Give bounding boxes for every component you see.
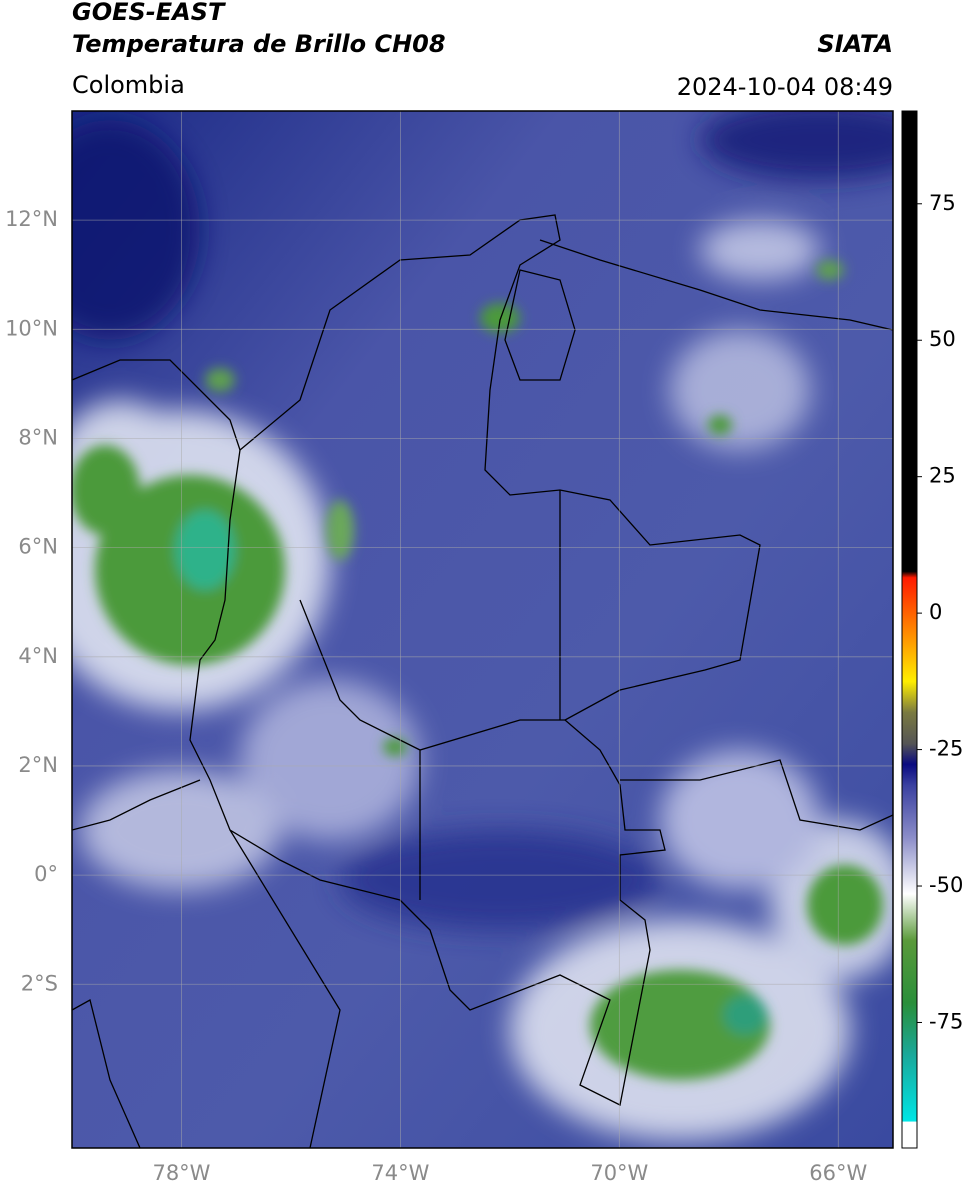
x-tick-label: 66°W [809,1161,867,1185]
y-tick-label: 2°N [18,753,58,777]
region: Colombia [72,71,185,99]
y-tick-label: 2°S [21,971,58,995]
colorbar [901,110,918,1149]
y-tick-label: 4°N [18,644,58,668]
x-tick-label: 74°W [371,1161,429,1185]
y-tick-label: 6°N [18,535,58,559]
x-tick-label: 78°W [152,1161,210,1185]
colorbar-tick-label: -50 [929,873,963,897]
graticule [72,111,893,1148]
map-frame [71,110,894,1149]
y-tick-label: 0° [34,862,58,886]
x-tick-label: 70°W [590,1161,648,1185]
colorbar-tick-label: -25 [929,737,963,761]
colorbar-tick-label: -75 [929,1009,963,1033]
colorbar-tick-label: 75 [929,191,956,215]
subtitle: Temperatura de Brillo CH08 [72,30,446,58]
y-tick-label: 8°N [18,425,58,449]
colorbar-tick-label: 50 [929,327,956,351]
title: GOES-EAST [72,0,226,26]
source: SIATA [817,30,893,58]
datetime: 2024-10-04 08:49 [677,73,893,101]
y-tick-label: 12°N [5,207,58,231]
y-tick-label: 10°N [5,316,58,340]
colorbar-tick-label: 0 [929,600,942,624]
colorbar-tick-label: 25 [929,464,956,488]
satellite-image [72,111,893,1148]
